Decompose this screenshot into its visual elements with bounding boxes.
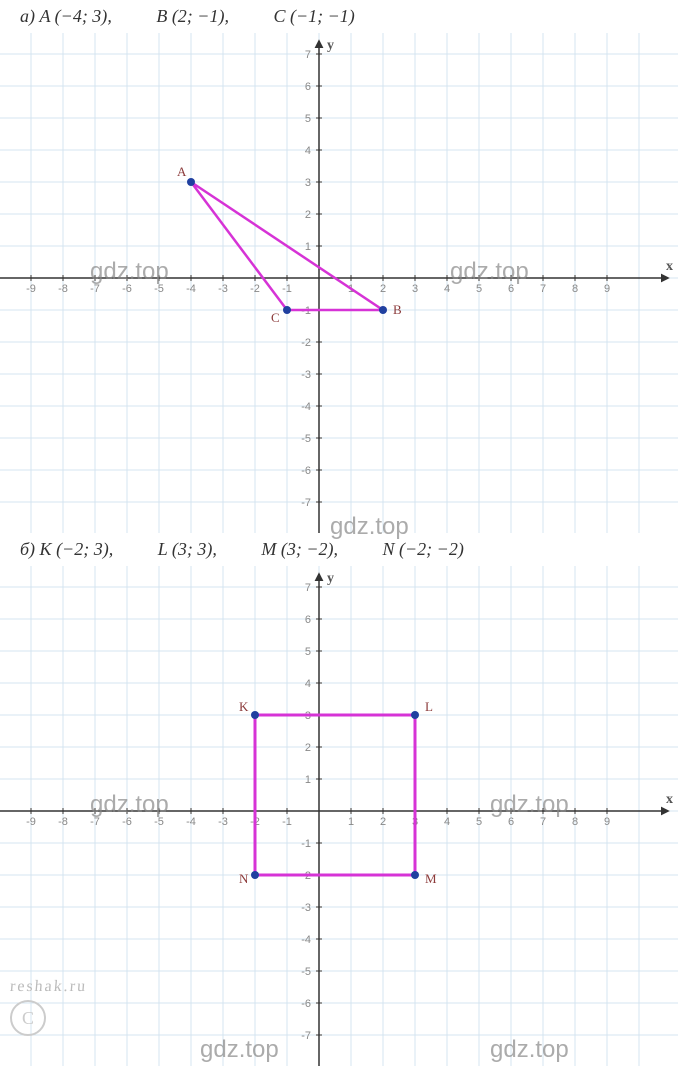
svg-text:6: 6 — [508, 283, 514, 295]
svg-text:-1: -1 — [282, 283, 292, 295]
svg-text:-6: -6 — [122, 283, 132, 295]
svg-text:2: 2 — [305, 209, 311, 221]
svg-text:5: 5 — [476, 816, 482, 828]
point-m: M (3; −2), — [261, 539, 338, 560]
svg-text:-3: -3 — [218, 283, 228, 295]
svg-text:-5: -5 — [154, 816, 164, 828]
svg-text:4: 4 — [305, 678, 311, 690]
svg-text:7: 7 — [305, 49, 311, 61]
svg-text:9: 9 — [604, 816, 610, 828]
chart-a: x y -9 -8 -7 -6 -5 -4 -3 -2 -1 1 2 3 4 5 6 7 8 9 -7 -6 -5 -4 -3 -… — [0, 33, 678, 533]
svg-text:5: 5 — [305, 113, 311, 125]
point-a: A (−4; 3), — [40, 6, 112, 27]
svg-text:-8: -8 — [58, 283, 68, 295]
svg-text:-3: -3 — [301, 369, 311, 381]
svg-text:8: 8 — [572, 816, 578, 828]
svg-text:4: 4 — [305, 145, 311, 157]
svg-text:-8: -8 — [58, 816, 68, 828]
point-k: K (−2; 3), — [40, 539, 114, 560]
svg-text:9: 9 — [604, 283, 610, 295]
svg-text:C: C — [271, 310, 280, 325]
svg-text:-9: -9 — [26, 283, 36, 295]
svg-text:7: 7 — [540, 816, 546, 828]
reshak-text: reshak.ru — [9, 978, 88, 996]
svg-text:6: 6 — [305, 614, 311, 626]
problem-b-label: б) — [20, 539, 35, 559]
svg-text:M: M — [425, 871, 437, 886]
svg-text:4: 4 — [444, 816, 450, 828]
svg-text:6: 6 — [508, 816, 514, 828]
svg-text:2: 2 — [305, 742, 311, 754]
svg-text:7: 7 — [305, 582, 311, 594]
point-b: B (2; −1), — [156, 6, 229, 27]
svg-text:N: N — [239, 871, 249, 886]
svg-text:-7: -7 — [301, 497, 311, 509]
svg-text:6: 6 — [305, 81, 311, 93]
svg-text:-4: -4 — [301, 401, 311, 413]
svg-text:-9: -9 — [26, 816, 36, 828]
chart-a-container: x y -9 -8 -7 -6 -5 -4 -3 -2 -1 1 2 3 4 5 6 7 8 9 -7 -6 -5 -4 -3 -… — [0, 33, 678, 533]
svg-text:x: x — [666, 792, 673, 807]
point-n: N (−2; −2) — [383, 539, 464, 560]
problem-b-header: б) K (−2; 3), L (3; 3), M (3; −2), N (−2… — [0, 533, 678, 566]
svg-text:1: 1 — [348, 816, 354, 828]
svg-text:-5: -5 — [154, 283, 164, 295]
svg-text:-1: -1 — [282, 816, 292, 828]
svg-text:-1: -1 — [301, 838, 311, 850]
svg-text:2: 2 — [380, 816, 386, 828]
svg-text:5: 5 — [305, 646, 311, 658]
svg-text:-3: -3 — [218, 816, 228, 828]
svg-text:2: 2 — [380, 283, 386, 295]
svg-text:1: 1 — [305, 774, 311, 786]
svg-text:-2: -2 — [301, 337, 311, 349]
svg-text:-5: -5 — [301, 433, 311, 445]
problem-a-label: а) — [20, 6, 35, 26]
svg-text:-2: -2 — [250, 283, 260, 295]
svg-text:4: 4 — [444, 283, 450, 295]
svg-text:x: x — [666, 259, 673, 274]
svg-text:-4: -4 — [186, 283, 196, 295]
svg-text:-3: -3 — [301, 902, 311, 914]
svg-text:1: 1 — [305, 241, 311, 253]
point-c: C (−1; −1) — [273, 6, 354, 27]
svg-text:L: L — [425, 699, 433, 714]
svg-text:-7: -7 — [301, 1030, 311, 1042]
svg-text:-6: -6 — [122, 816, 132, 828]
svg-text:A: A — [177, 164, 187, 179]
reshak-watermark: reshak.ru C — [10, 978, 87, 1036]
svg-text:3: 3 — [412, 283, 418, 295]
reshak-circle: C — [10, 1000, 46, 1036]
reshak-c: C — [22, 1008, 34, 1029]
svg-text:8: 8 — [572, 283, 578, 295]
svg-text:7: 7 — [540, 283, 546, 295]
svg-text:y: y — [327, 38, 334, 53]
svg-text:-6: -6 — [301, 465, 311, 477]
svg-text:3: 3 — [305, 177, 311, 189]
point-l: L (3; 3), — [158, 539, 217, 560]
svg-text:K: K — [239, 699, 249, 714]
problem-a-header: а) A (−4; 3), B (2; −1), C (−1; −1) — [0, 0, 678, 33]
chart-b: xy-9-8-7-6-5-4-3-2-1123456789-7-6-5-4-3-… — [0, 566, 678, 1066]
svg-text:5: 5 — [476, 283, 482, 295]
svg-text:-4: -4 — [186, 816, 196, 828]
svg-text:B: B — [393, 302, 402, 317]
svg-text:-7: -7 — [90, 816, 100, 828]
svg-text:y: y — [327, 571, 334, 586]
svg-text:-5: -5 — [301, 966, 311, 978]
svg-text:-7: -7 — [90, 283, 100, 295]
chart-b-container: xy-9-8-7-6-5-4-3-2-1123456789-7-6-5-4-3-… — [0, 566, 678, 1066]
svg-text:-6: -6 — [301, 998, 311, 1010]
svg-text:-4: -4 — [301, 934, 311, 946]
